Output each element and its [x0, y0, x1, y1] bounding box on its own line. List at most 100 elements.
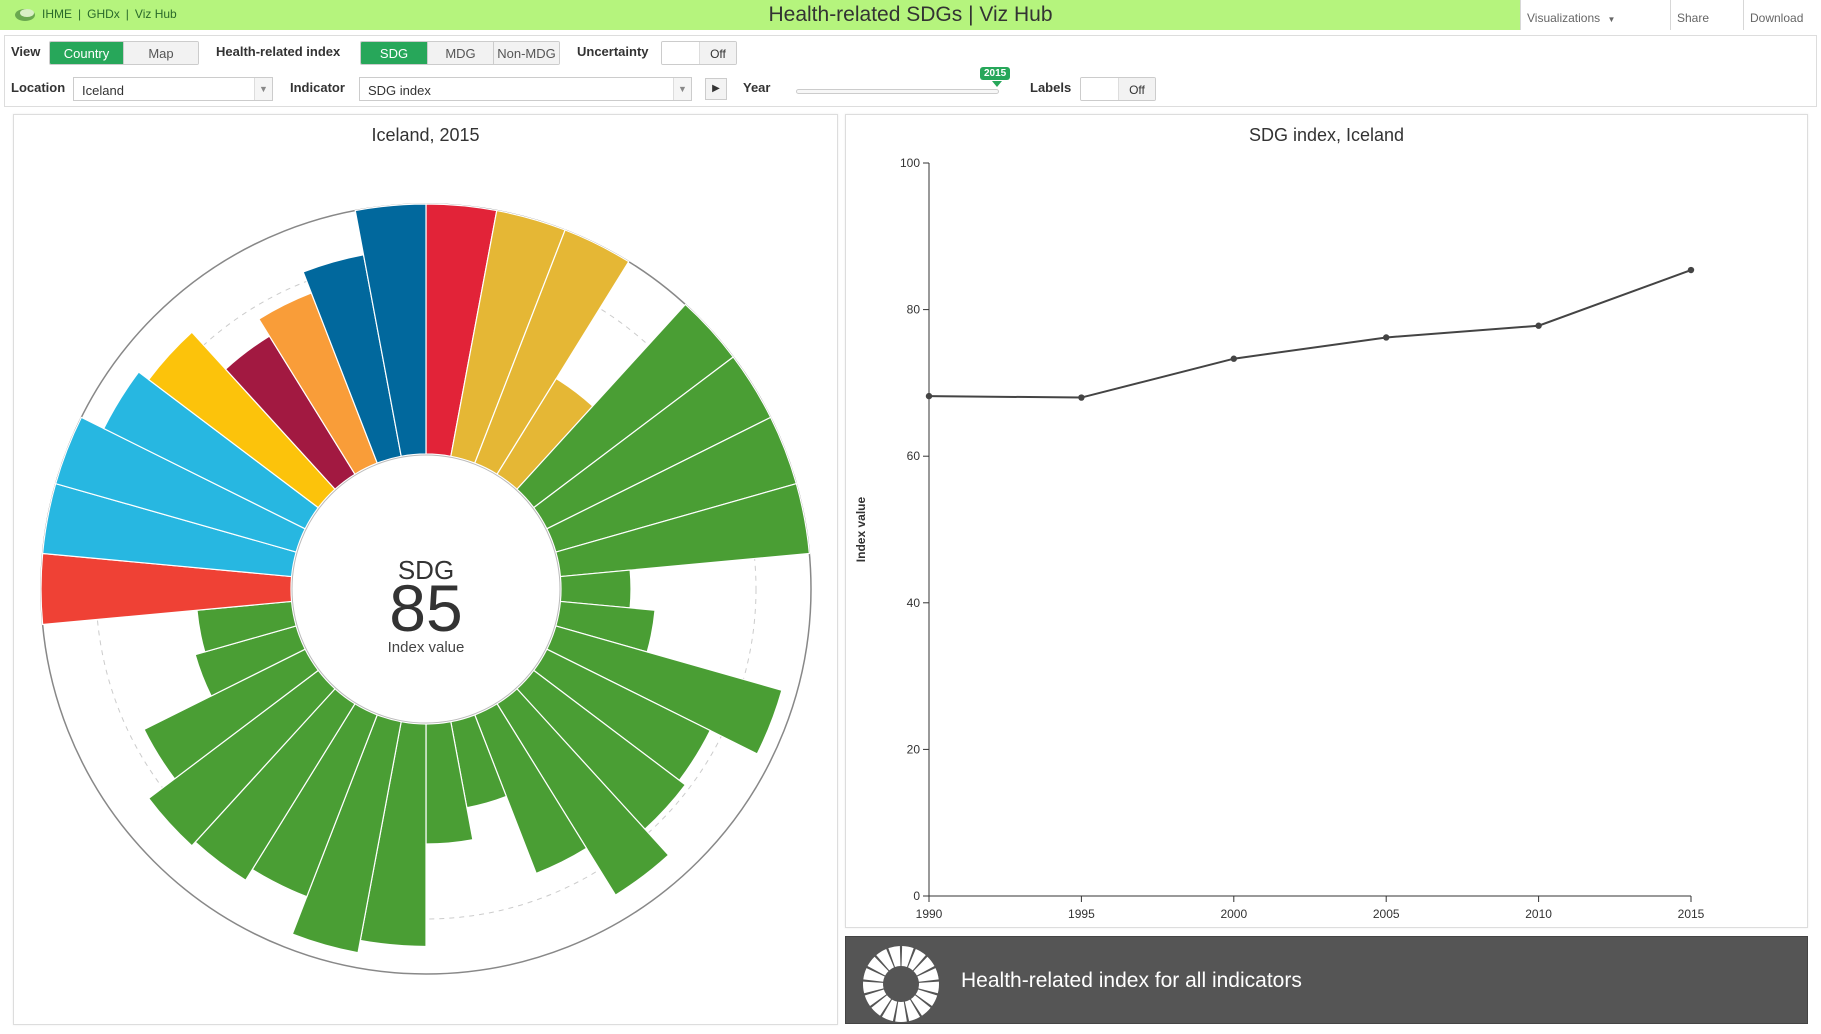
radial-chart-panel: Iceland, 2015 SDG 85 Index value: [13, 114, 838, 1025]
x-tick-label: 1995: [1068, 907, 1095, 921]
labels-label: Labels: [1030, 80, 1072, 95]
location-label: Location: [11, 80, 66, 95]
data-point[interactable]: [1687, 266, 1695, 274]
download-button[interactable]: Download: [1743, 0, 1821, 30]
series-line: [928, 269, 1692, 399]
visualizations-label: Visualizations: [1527, 11, 1601, 25]
view-country-button[interactable]: Country: [50, 42, 124, 64]
y-tick-label: 40: [907, 596, 921, 610]
ihme-logo-icon: [15, 9, 35, 21]
view-label: View: [11, 44, 41, 59]
x-tick-label: 2010: [1525, 907, 1552, 921]
wheel-segment: [876, 948, 894, 971]
all-indicators-banner[interactable]: Health-related index for all indicators: [845, 936, 1808, 1024]
index-nonmdg-button[interactable]: Non-MDG: [494, 42, 559, 64]
radial-bar[interactable]: [546, 625, 783, 755]
data-point[interactable]: [1078, 394, 1085, 401]
top-bar: IHME | GHDx | Viz Hub Health-related SDG…: [0, 0, 1821, 30]
top-nav: Visualizations ▼ Share Download: [1520, 0, 1821, 30]
caret-down-icon: ▼: [1607, 15, 1616, 24]
radial-bar[interactable]: [473, 229, 630, 476]
radial-chart-title: Iceland, 2015: [371, 125, 480, 145]
radial-center: [291, 454, 561, 724]
chevron-down-icon: ▼: [254, 78, 272, 100]
radial-bar[interactable]: [555, 482, 811, 578]
line-chart-title: SDG index, Iceland: [1248, 125, 1405, 145]
x-tick-label: 2000: [1220, 907, 1247, 921]
sdg-wheel-icon: [863, 946, 939, 1022]
vizhub-link[interactable]: Viz Hub: [134, 7, 177, 21]
radial-bar[interactable]: [143, 648, 320, 780]
indicator-select[interactable]: SDG index ▼: [359, 77, 692, 101]
ghdx-link[interactable]: GHDx: [87, 7, 120, 21]
wheel-segment: [864, 989, 887, 1006]
data-point[interactable]: [1230, 355, 1237, 362]
separator: |: [78, 7, 82, 21]
year-label: Year: [743, 80, 771, 95]
labels-toggle[interactable]: Off: [1080, 77, 1156, 101]
uncertainty-label: Uncertainty: [577, 44, 649, 59]
indicator-value: SDG index: [368, 83, 431, 98]
uncertainty-toggle[interactable]: Off: [661, 41, 737, 65]
wheel-segment: [918, 981, 939, 994]
visualizations-menu-button[interactable]: Visualizations ▼: [1520, 0, 1670, 30]
index-sdg-button[interactable]: SDG: [361, 42, 428, 64]
view-toggle: Country Map: [49, 41, 199, 65]
ihme-link[interactable]: IHME: [42, 7, 72, 21]
share-button[interactable]: Share: [1670, 0, 1743, 30]
x-tick-label: 2015: [1678, 907, 1705, 921]
chevron-down-icon: ▼: [673, 78, 691, 100]
radial-bar[interactable]: [147, 669, 336, 847]
line-chart: 0 20 40 60 80 100 1990 1995 2000 2005 2010 2015 Inde…: [854, 156, 1705, 921]
indicator-label: Indicator: [290, 80, 345, 95]
index-mdg-button[interactable]: MDG: [428, 42, 494, 64]
separator: |: [125, 7, 129, 21]
view-map-button[interactable]: Map: [124, 42, 198, 64]
controls-panel: View Country Map Health-related index SD…: [4, 35, 1817, 107]
x-tick-label: 2005: [1373, 907, 1400, 921]
wheel-segment: [904, 999, 921, 1022]
wheel-segment: [895, 1001, 907, 1022]
toggle-knob: [662, 42, 700, 64]
y-axis-label: Index value: [854, 497, 868, 563]
index-toggle: SDG MDG Non-MDG: [360, 41, 560, 65]
radial-bar[interactable]: [496, 687, 670, 896]
toggle-knob: [1081, 78, 1119, 100]
wheel-segment: [863, 968, 885, 982]
year-slider[interactable]: [796, 89, 999, 94]
labels-state: Off: [1119, 78, 1155, 100]
play-button[interactable]: ▶: [705, 78, 727, 100]
data-point[interactable]: [925, 392, 933, 400]
radial-bar[interactable]: [194, 625, 306, 697]
data-point[interactable]: [1383, 334, 1390, 341]
radial-bar[interactable]: [291, 714, 402, 954]
y-tick-label: 0: [913, 889, 920, 903]
x-tick-label: 1990: [916, 907, 943, 921]
radial-bar[interactable]: [147, 331, 336, 509]
center-value: 85: [389, 571, 462, 645]
radial-bar[interactable]: [102, 371, 320, 530]
wheel-segment: [888, 946, 901, 968]
brand: IHME | GHDx | Viz Hub: [14, 6, 177, 22]
radial-bar[interactable]: [354, 203, 427, 457]
data-point[interactable]: [1535, 322, 1542, 329]
location-select[interactable]: Iceland ▼: [73, 77, 273, 101]
wheel-segment: [881, 999, 898, 1022]
wheel-segment: [917, 968, 939, 982]
radial-bar[interactable]: [473, 702, 588, 875]
wheel-segment: [910, 995, 931, 1016]
y-tick-label: 100: [900, 156, 920, 170]
location-value: Iceland: [82, 83, 124, 98]
center-caption: Index value: [388, 639, 465, 656]
y-tick-label: 60: [907, 449, 921, 463]
wheel-segment: [863, 981, 884, 994]
y-tick-label: 80: [907, 303, 921, 317]
radial-bar[interactable]: [54, 416, 306, 553]
wheel-segment: [913, 956, 935, 976]
y-tick-label: 20: [907, 742, 921, 756]
year-slider-thumb[interactable]: 2015: [980, 67, 1011, 87]
wheel-segment: [908, 948, 926, 971]
wheel-segment: [867, 956, 889, 976]
uncertainty-state: Off: [700, 42, 736, 64]
